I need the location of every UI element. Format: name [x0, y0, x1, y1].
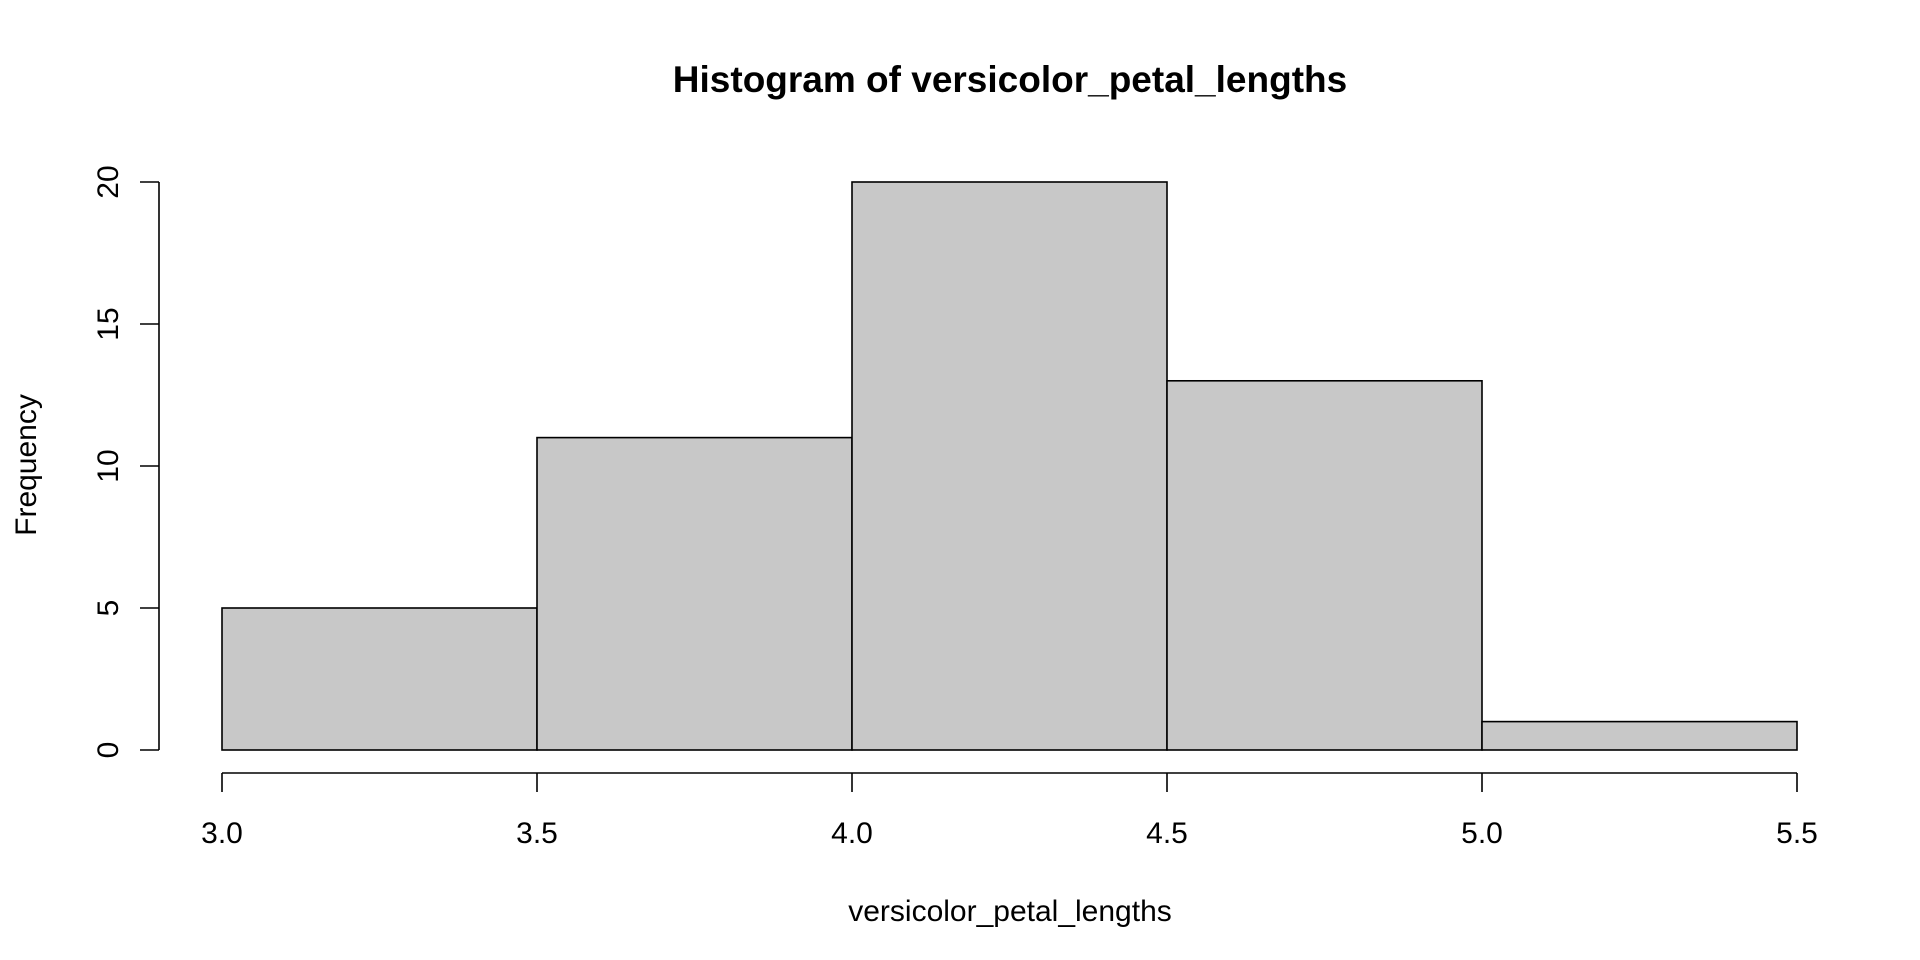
y-tick-label: 10	[92, 449, 125, 482]
x-axis-title: versicolor_petal_lengths	[848, 895, 1172, 928]
y-tick-label: 5	[92, 600, 125, 617]
bars-group	[221, 181, 1798, 751]
y-axis-title: Frequency	[10, 394, 43, 536]
y-tick-label: 20	[92, 165, 125, 198]
y-tick-label: 0	[92, 742, 125, 759]
histogram-bar	[536, 436, 853, 751]
histogram-bar	[851, 181, 1168, 751]
x-tick-label: 4.5	[1146, 817, 1188, 850]
histogram-bar	[221, 607, 538, 751]
y-axis: 0 5 10 15 20	[92, 165, 160, 759]
x-tick-label: 4.0	[831, 817, 873, 850]
x-tick-label: 5.0	[1461, 817, 1503, 850]
chart-title: Histogram of versicolor_petal_lengths	[673, 59, 1347, 100]
x-tick-label: 3.0	[201, 817, 243, 850]
x-tick-label: 3.5	[516, 817, 558, 850]
histogram-bar	[1481, 720, 1798, 751]
x-tick-label: 5.5	[1776, 817, 1818, 850]
y-tick-label: 15	[92, 307, 125, 340]
histogram-bar	[1166, 379, 1483, 751]
x-axis: 3.0 3.5 4.0 4.5 5.0 5.5	[201, 772, 1818, 850]
